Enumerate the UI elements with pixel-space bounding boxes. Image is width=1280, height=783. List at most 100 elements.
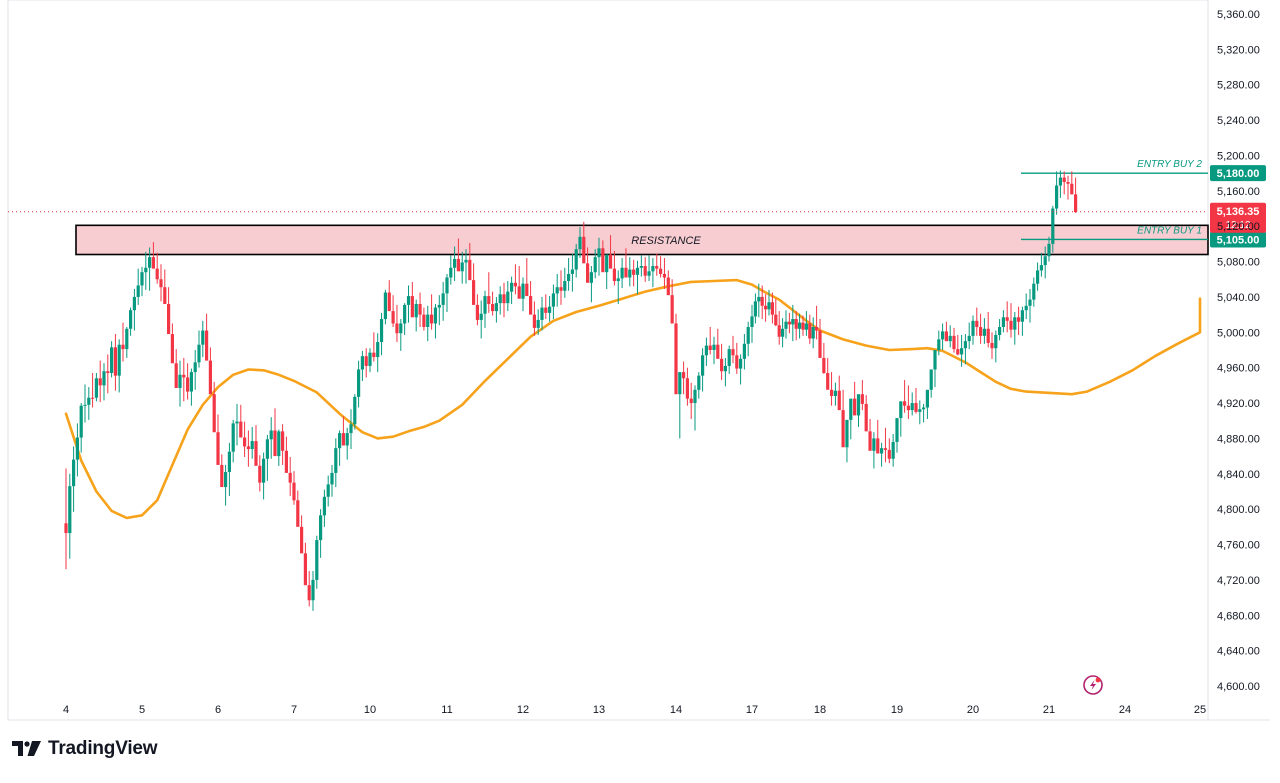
candle[interactable]	[787, 312, 791, 334]
candle[interactable]	[540, 296, 544, 331]
candle[interactable]	[517, 266, 521, 299]
candle[interactable]	[1036, 262, 1040, 291]
candle[interactable]	[712, 336, 716, 365]
candle[interactable]	[529, 281, 533, 315]
candle[interactable]	[982, 318, 986, 344]
candle[interactable]	[567, 258, 571, 291]
candle[interactable]	[311, 571, 315, 611]
candle[interactable]	[258, 455, 262, 492]
candle[interactable]	[551, 284, 555, 320]
candle[interactable]	[349, 409, 353, 450]
candle[interactable]	[605, 254, 609, 289]
candle[interactable]	[265, 434, 269, 481]
candle[interactable]	[475, 294, 479, 326]
candle[interactable]	[801, 315, 805, 336]
candle[interactable]	[975, 307, 979, 336]
candle[interactable]	[174, 349, 178, 389]
candle[interactable]	[483, 290, 487, 328]
candle[interactable]	[422, 307, 426, 331]
candle[interactable]	[140, 266, 144, 297]
candle[interactable]	[701, 348, 705, 392]
candle[interactable]	[536, 309, 540, 335]
candle[interactable]	[216, 414, 220, 465]
candle[interactable]	[379, 312, 384, 356]
candle[interactable]	[456, 238, 460, 272]
candle[interactable]	[262, 452, 266, 500]
candle[interactable]	[777, 311, 781, 345]
candle[interactable]	[829, 372, 834, 406]
candle[interactable]	[753, 293, 757, 324]
candle[interactable]	[513, 264, 517, 295]
candle[interactable]	[277, 429, 281, 466]
candle[interactable]	[906, 385, 910, 419]
candle[interactable]	[952, 327, 956, 353]
candle[interactable]	[624, 248, 628, 278]
candle[interactable]	[731, 335, 735, 364]
candle[interactable]	[186, 363, 190, 400]
candle[interactable]	[110, 341, 114, 378]
candle[interactable]	[674, 313, 678, 395]
candle[interactable]	[357, 360, 361, 408]
candle[interactable]	[163, 269, 167, 305]
candle[interactable]	[570, 253, 574, 292]
candle[interactable]	[410, 281, 414, 318]
candle[interactable]	[682, 361, 686, 395]
candle[interactable]	[148, 247, 152, 291]
candle[interactable]	[193, 350, 197, 390]
candle[interactable]	[704, 337, 708, 366]
candle[interactable]	[750, 304, 754, 343]
candle[interactable]	[399, 319, 403, 351]
candle[interactable]	[620, 258, 624, 289]
candle[interactable]	[250, 426, 254, 459]
candle[interactable]	[735, 342, 739, 374]
candle[interactable]	[635, 260, 640, 295]
candle[interactable]	[910, 392, 914, 416]
candle[interactable]	[643, 257, 647, 282]
candle[interactable]	[430, 294, 434, 330]
candle[interactable]	[414, 299, 418, 332]
candle[interactable]	[815, 305, 819, 340]
candle[interactable]	[586, 247, 590, 283]
candle[interactable]	[521, 277, 525, 312]
candle[interactable]	[578, 227, 582, 259]
candle[interactable]	[746, 321, 750, 357]
candle[interactable]	[1058, 170, 1062, 198]
candle[interactable]	[441, 281, 445, 321]
candle[interactable]	[235, 403, 239, 446]
candle[interactable]	[155, 252, 159, 284]
candle[interactable]	[239, 404, 243, 438]
candle[interactable]	[303, 542, 307, 586]
candle[interactable]	[460, 251, 464, 284]
candle[interactable]	[395, 304, 399, 343]
candle[interactable]	[798, 313, 802, 339]
candle[interactable]	[106, 354, 110, 394]
candle[interactable]	[864, 395, 868, 432]
candle[interactable]	[387, 280, 391, 312]
candle[interactable]	[87, 387, 91, 420]
candle[interactable]	[651, 258, 655, 288]
candle[interactable]	[506, 281, 510, 312]
candle[interactable]	[689, 382, 693, 419]
candle[interactable]	[403, 303, 407, 335]
candle[interactable]	[319, 509, 323, 558]
candle[interactable]	[307, 571, 311, 607]
candle[interactable]	[845, 419, 849, 463]
candle[interactable]	[159, 264, 163, 302]
candle[interactable]	[770, 292, 774, 324]
candle[interactable]	[628, 257, 632, 287]
candle[interactable]	[582, 221, 586, 264]
candle[interactable]	[742, 334, 746, 370]
candle[interactable]	[292, 471, 296, 505]
candle[interactable]	[1005, 301, 1009, 333]
candle[interactable]	[341, 416, 345, 446]
candle[interactable]	[918, 400, 922, 425]
candle[interactable]	[804, 311, 808, 336]
candle[interactable]	[326, 475, 330, 507]
candle[interactable]	[231, 419, 235, 463]
candle[interactable]	[1039, 252, 1043, 277]
candle[interactable]	[849, 398, 853, 440]
candle[interactable]	[895, 418, 899, 453]
candle[interactable]	[453, 246, 457, 282]
candle[interactable]	[1043, 246, 1047, 279]
